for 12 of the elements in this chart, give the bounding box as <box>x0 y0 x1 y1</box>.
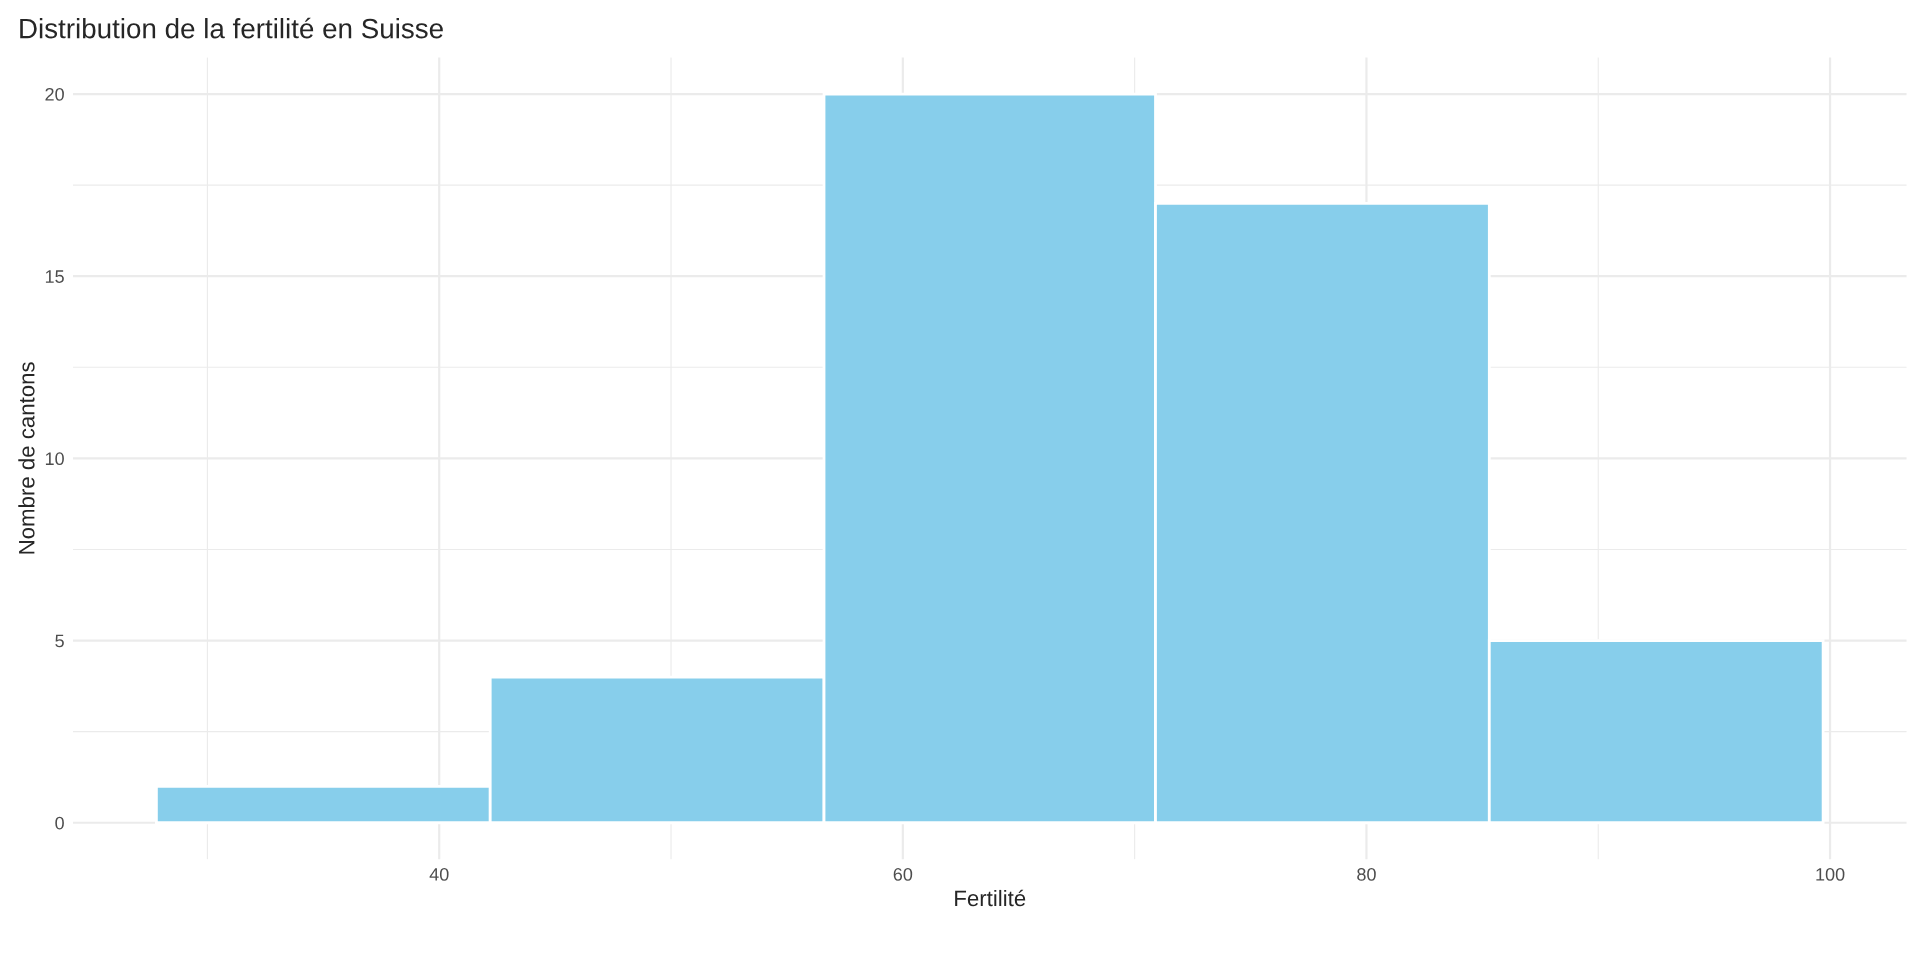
x-axis-title: Fertilité <box>955 889 1026 907</box>
x-tick-label: 100 <box>1816 868 1845 881</box>
y-tick-label: 10 <box>45 452 64 466</box>
y-tick-label: 20 <box>45 87 64 101</box>
y-tick-label: 15 <box>45 270 64 283</box>
y-axis-title: Nombre de cantons <box>18 362 35 554</box>
y-tick-label: 5 <box>55 634 64 648</box>
y-tick-label: 0 <box>55 816 64 830</box>
x-tick-label: 80 <box>1357 868 1376 881</box>
chart-title: Distribution de la fertilité en Suisse <box>20 17 443 39</box>
x-tick-label: 40 <box>429 868 449 881</box>
x-tick-label: 60 <box>893 868 913 881</box>
